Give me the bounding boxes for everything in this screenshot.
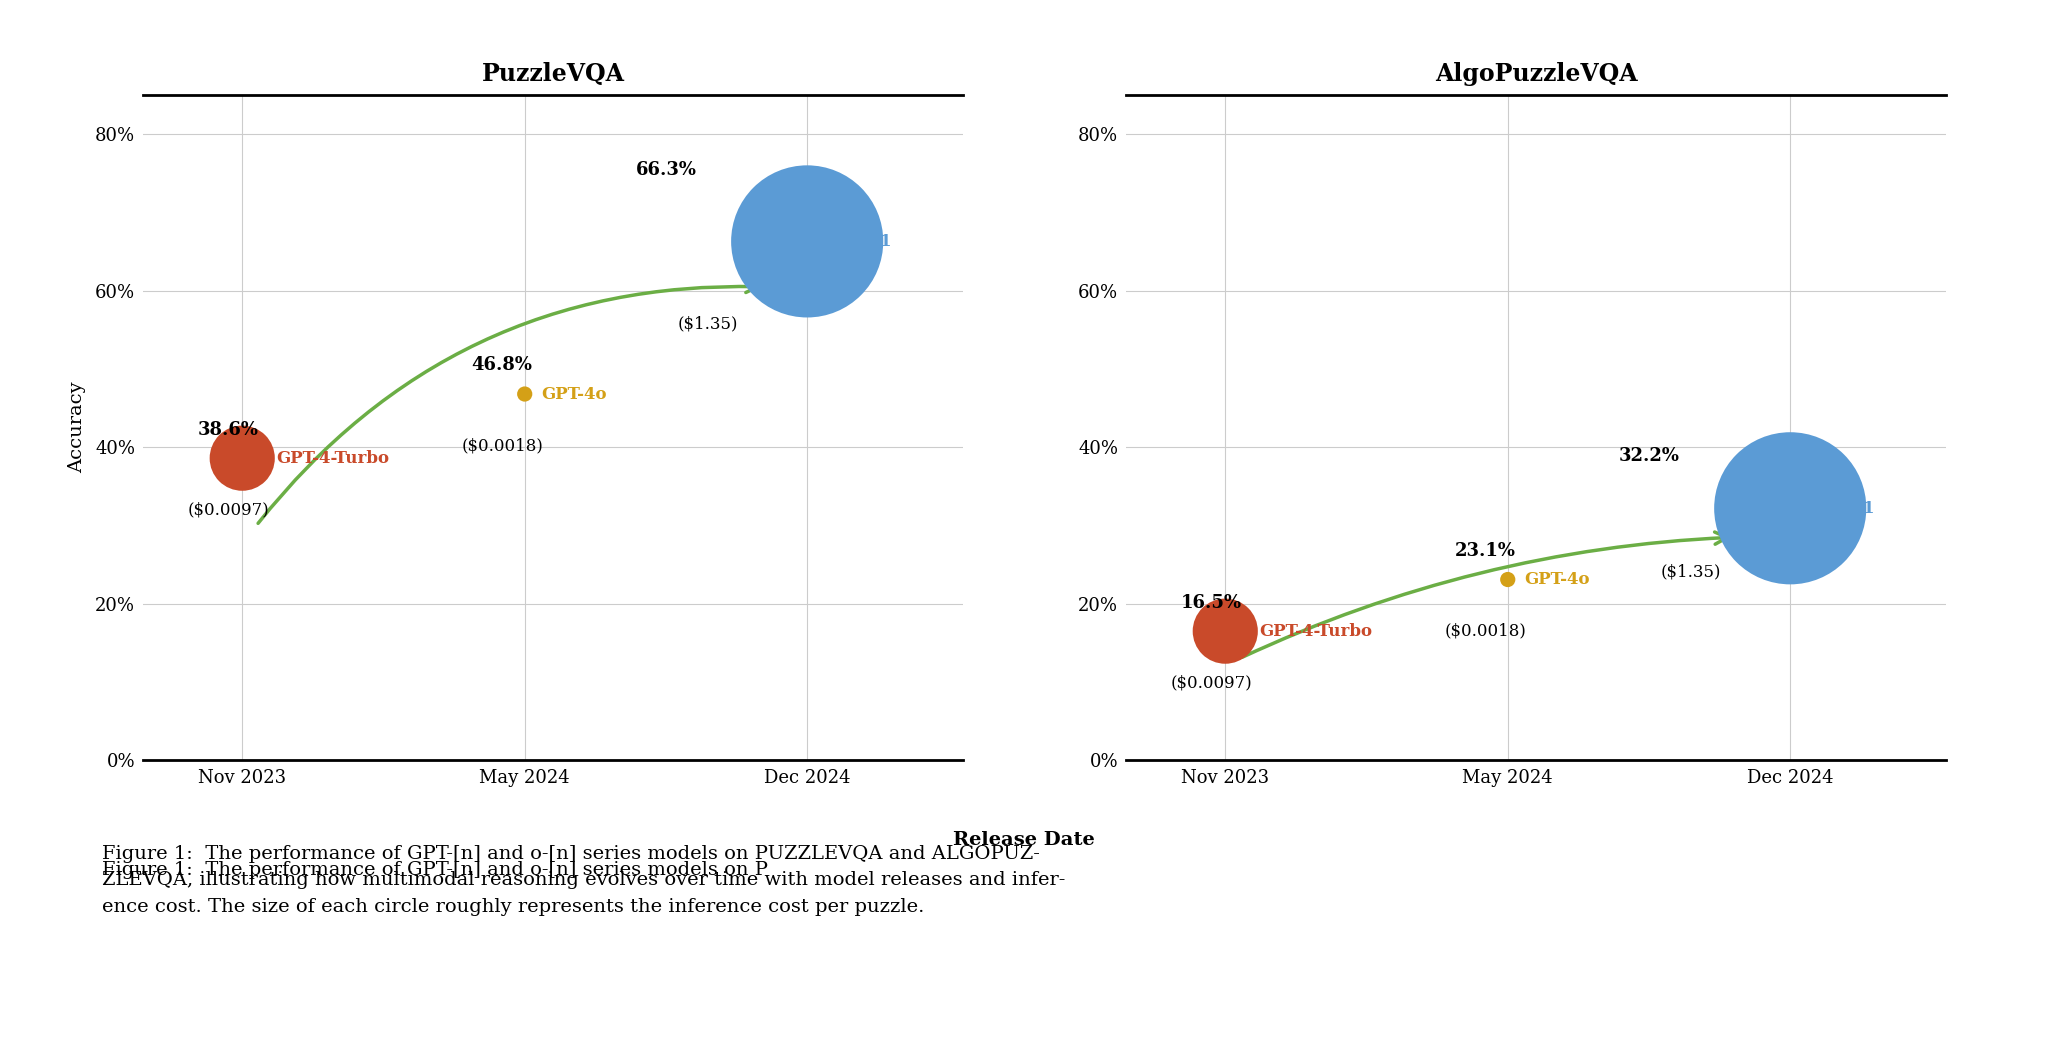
Text: ($0.0097): ($0.0097) (186, 502, 268, 518)
Text: Figure 1:  The performance of GPT-[n] and o-[n] series models on P: Figure 1: The performance of GPT-[n] and… (102, 861, 768, 879)
Text: 38.6%: 38.6% (197, 420, 258, 438)
Text: 23.1%: 23.1% (1454, 542, 1516, 560)
Title: AlgoPuzzleVQA: AlgoPuzzleVQA (1436, 62, 1636, 87)
Point (791, 233, 823, 250)
Text: GPT-4o: GPT-4o (541, 385, 606, 402)
Text: ($1.35): ($1.35) (678, 316, 739, 333)
Text: ($0.0018): ($0.0018) (1444, 623, 1526, 640)
Text: 16.5%: 16.5% (1180, 593, 1241, 611)
Text: ($1.35): ($1.35) (1661, 563, 1722, 580)
Text: GPT-4-Turbo: GPT-4-Turbo (1260, 623, 1372, 640)
Text: Figure 1:  The performance of GPT-[n] and o-[n] series models on PUZZLEVQA and A: Figure 1: The performance of GPT-[n] and… (102, 845, 1065, 916)
Point (508, 385, 541, 402)
Text: ($0.0097): ($0.0097) (1169, 674, 1251, 692)
Text: GPT-4o: GPT-4o (1524, 571, 1589, 588)
Text: o1: o1 (868, 233, 891, 250)
Text: o1: o1 (1851, 499, 1874, 516)
Text: 46.8%: 46.8% (471, 357, 532, 375)
Point (225, 450, 258, 467)
Text: ($0.0018): ($0.0018) (461, 437, 543, 454)
Point (1774, 499, 1806, 516)
Point (1208, 623, 1241, 640)
Text: GPT-4-Turbo: GPT-4-Turbo (276, 450, 389, 467)
Point (1491, 571, 1524, 588)
Text: 32.2%: 32.2% (1618, 448, 1679, 466)
Text: Release Date: Release Date (952, 830, 1096, 849)
Y-axis label: Accuracy: Accuracy (68, 382, 86, 473)
Text: 66.3%: 66.3% (635, 161, 696, 178)
Title: PuzzleVQA: PuzzleVQA (481, 62, 625, 87)
